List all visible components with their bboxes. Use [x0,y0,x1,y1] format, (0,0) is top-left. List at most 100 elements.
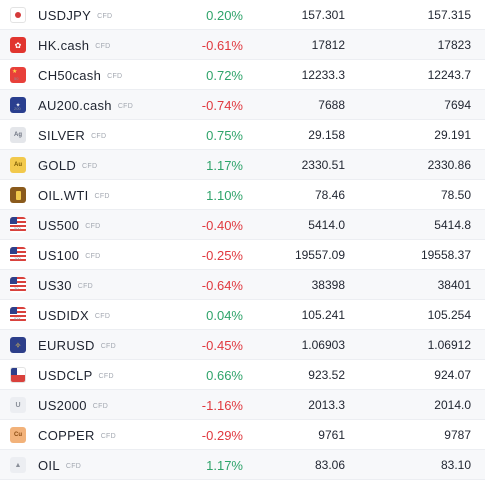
icon-sub-label: 100 [14,256,21,261]
us-flag-icon [10,247,26,263]
instrument-row-us30[interactable]: 30 US30 CFD -0.64% 38398 38401 [0,270,485,300]
instrument-symbol: COPPER CFD [38,428,116,443]
china-flag-icon [10,67,26,83]
daily-change: -0.29% [201,428,243,443]
ask-price[interactable]: 19558.37 [420,248,471,262]
bid-price[interactable]: 12233.3 [301,68,345,82]
instrument-row-copper[interactable]: Cu COPPER CFD -0.29% 9761 9787 [0,420,485,450]
hong-kong-flag-icon [10,37,26,53]
instrument-row-gold[interactable]: Au GOLD CFD 1.17% 2330.51 2330.86 [0,150,485,180]
ask-price[interactable]: 12243.7 [427,68,471,82]
chile-flag-icon [10,367,26,383]
instrument-row-oil-wti[interactable]: OIL.WTI CFD 1.10% 78.46 78.50 [0,180,485,210]
instrument-row-usdclp[interactable]: USDCLP CFD 0.66% 923.52 924.07 [0,360,485,390]
daily-change: -0.64% [201,278,243,293]
ask-price[interactable]: 2330.86 [427,158,471,172]
instrument-symbol: US2000 CFD [38,398,109,413]
bid-price[interactable]: 38398 [311,278,345,292]
eu-flag-icon [10,337,26,353]
bid-price[interactable]: 78.46 [314,188,345,202]
daily-change: 1.17% [206,158,243,173]
bid-price[interactable]: 157.301 [301,8,345,22]
icon-sub-label: 50 [14,76,19,81]
ask-price[interactable]: 9787 [444,428,471,442]
instrument-symbol: GOLD CFD [38,158,98,173]
daily-change: 0.04% [206,308,243,323]
daily-change: -0.74% [201,98,243,113]
icon-sub-label: 200 [14,106,21,111]
japan-flag-icon [10,7,26,23]
icon-sub-label: 500 [14,226,21,231]
daily-change: 0.75% [206,128,243,143]
instrument-row-usdjpy[interactable]: USDJPY CFD 0.20% 157.301 157.315 [0,0,485,30]
oil-icon [10,457,26,473]
daily-change: -0.40% [201,218,243,233]
us-flag-icon [10,217,26,233]
daily-change: 1.17% [206,458,243,473]
copper-icon: Cu [10,427,26,443]
ask-price[interactable]: 7694 [444,98,471,112]
daily-change: -0.45% [201,338,243,353]
silver-icon: Ag [10,127,26,143]
icon-sub-label: 30 [14,286,19,291]
ask-price[interactable]: 105.254 [427,308,471,322]
instrument-symbol: US500 CFD [38,218,101,233]
bid-price[interactable]: 1.06903 [301,338,345,352]
instrument-symbol: USDCLP CFD [38,368,114,383]
instrument-symbol: OIL CFD [38,458,82,473]
bid-price[interactable]: 2330.51 [301,158,345,172]
us-flag-icon [10,307,26,323]
ask-price[interactable]: 38401 [437,278,471,292]
bid-price[interactable]: 2013.3 [308,398,345,412]
instrument-symbol: AU200.cash CFD [38,98,134,113]
daily-change: -0.61% [201,38,243,53]
instrument-symbol: HK.cash CFD [38,38,111,53]
instrument-symbol: CH50cash CFD [38,68,123,83]
oil-wti-icon [10,187,26,203]
instrument-row-silver[interactable]: Ag SILVER CFD 0.75% 29.158 29.191 [0,120,485,150]
instrument-symbol: US100 CFD [38,248,101,263]
bid-price[interactable]: 29.158 [308,128,345,142]
ask-price[interactable]: 924.07 [434,368,471,382]
ask-price[interactable]: 17823 [437,38,471,52]
daily-change: -1.16% [201,398,243,413]
instrument-row-us2000[interactable]: U US2000 CFD -1.16% 2013.3 2014.0 [0,390,485,420]
ask-price[interactable]: 83.10 [440,458,471,472]
instrument-symbol: USDIDX CFD [38,308,111,323]
ask-price[interactable]: 29.191 [434,128,471,142]
bid-price[interactable]: 9761 [318,428,345,442]
bid-price[interactable]: 105.241 [301,308,345,322]
daily-change: 0.20% [206,8,243,23]
daily-change: 0.72% [206,68,243,83]
instrument-symbol: SILVER CFD [38,128,107,143]
icon-sub-label: IDX [14,316,21,321]
ask-price[interactable]: 1.06912 [427,338,471,352]
instrument-row-us500[interactable]: 500 US500 CFD -0.40% 5414.0 5414.8 [0,210,485,240]
instrument-symbol: EURUSD CFD [38,338,116,353]
daily-change: 1.10% [206,188,243,203]
instrument-symbol: OIL.WTI CFD [38,188,110,203]
us-flag-icon [10,277,26,293]
ask-price[interactable]: 2014.0 [434,398,471,412]
instrument-row-usdidx[interactable]: IDX USDIDX CFD 0.04% 105.241 105.254 [0,300,485,330]
bid-price[interactable]: 7688 [318,98,345,112]
ask-price[interactable]: 78.50 [440,188,471,202]
gold-icon: Au [10,157,26,173]
australia-flag-icon [10,97,26,113]
bid-price[interactable]: 83.06 [314,458,345,472]
bid-price[interactable]: 19557.09 [294,248,345,262]
us2000-icon: U [10,397,26,413]
bid-price[interactable]: 923.52 [308,368,345,382]
ask-price[interactable]: 157.315 [427,8,471,22]
bid-price[interactable]: 5414.0 [308,218,345,232]
instrument-symbol: USDJPY CFD [38,8,113,23]
bid-price[interactable]: 17812 [311,38,345,52]
instrument-row-us100[interactable]: 100 US100 CFD -0.25% 19557.09 19558.37 [0,240,485,270]
ask-price[interactable]: 5414.8 [434,218,471,232]
